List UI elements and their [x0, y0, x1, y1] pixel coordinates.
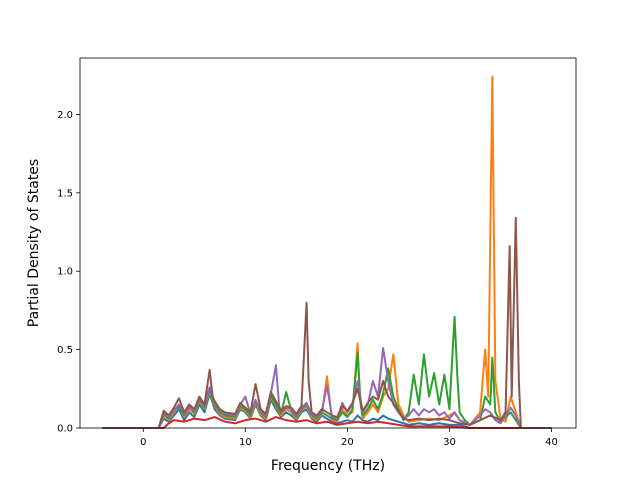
y-tick-label: 1.5 — [57, 188, 73, 199]
y-tick-label: 2.0 — [57, 110, 73, 121]
x-tick-label: 20 — [341, 437, 354, 448]
x-tick-label: 0 — [140, 437, 146, 448]
x-axis-label: Frequency (THz) — [271, 458, 385, 474]
series-layer — [102, 75, 552, 429]
plot-frame — [79, 57, 577, 429]
series-line-1 — [102, 392, 552, 429]
x-tick-label: 10 — [239, 437, 252, 448]
series-line-2 — [102, 75, 552, 429]
y-axis-label: Partial Density of States — [26, 159, 42, 327]
y-tick-label: 0.5 — [57, 345, 73, 356]
y-tick-label: 0.0 — [57, 424, 73, 435]
y-tick-label: 1.0 — [57, 267, 73, 278]
series-line-4 — [102, 416, 552, 429]
x-tick-label: 40 — [545, 437, 558, 448]
x-tick-label: 30 — [443, 437, 456, 448]
y-axis-ticks: 0.0 0.5 1.0 1.5 2.0 — [57, 110, 80, 435]
x-axis-ticks: 0 10 20 30 40 — [140, 428, 558, 448]
series-line-6 — [102, 216, 552, 429]
